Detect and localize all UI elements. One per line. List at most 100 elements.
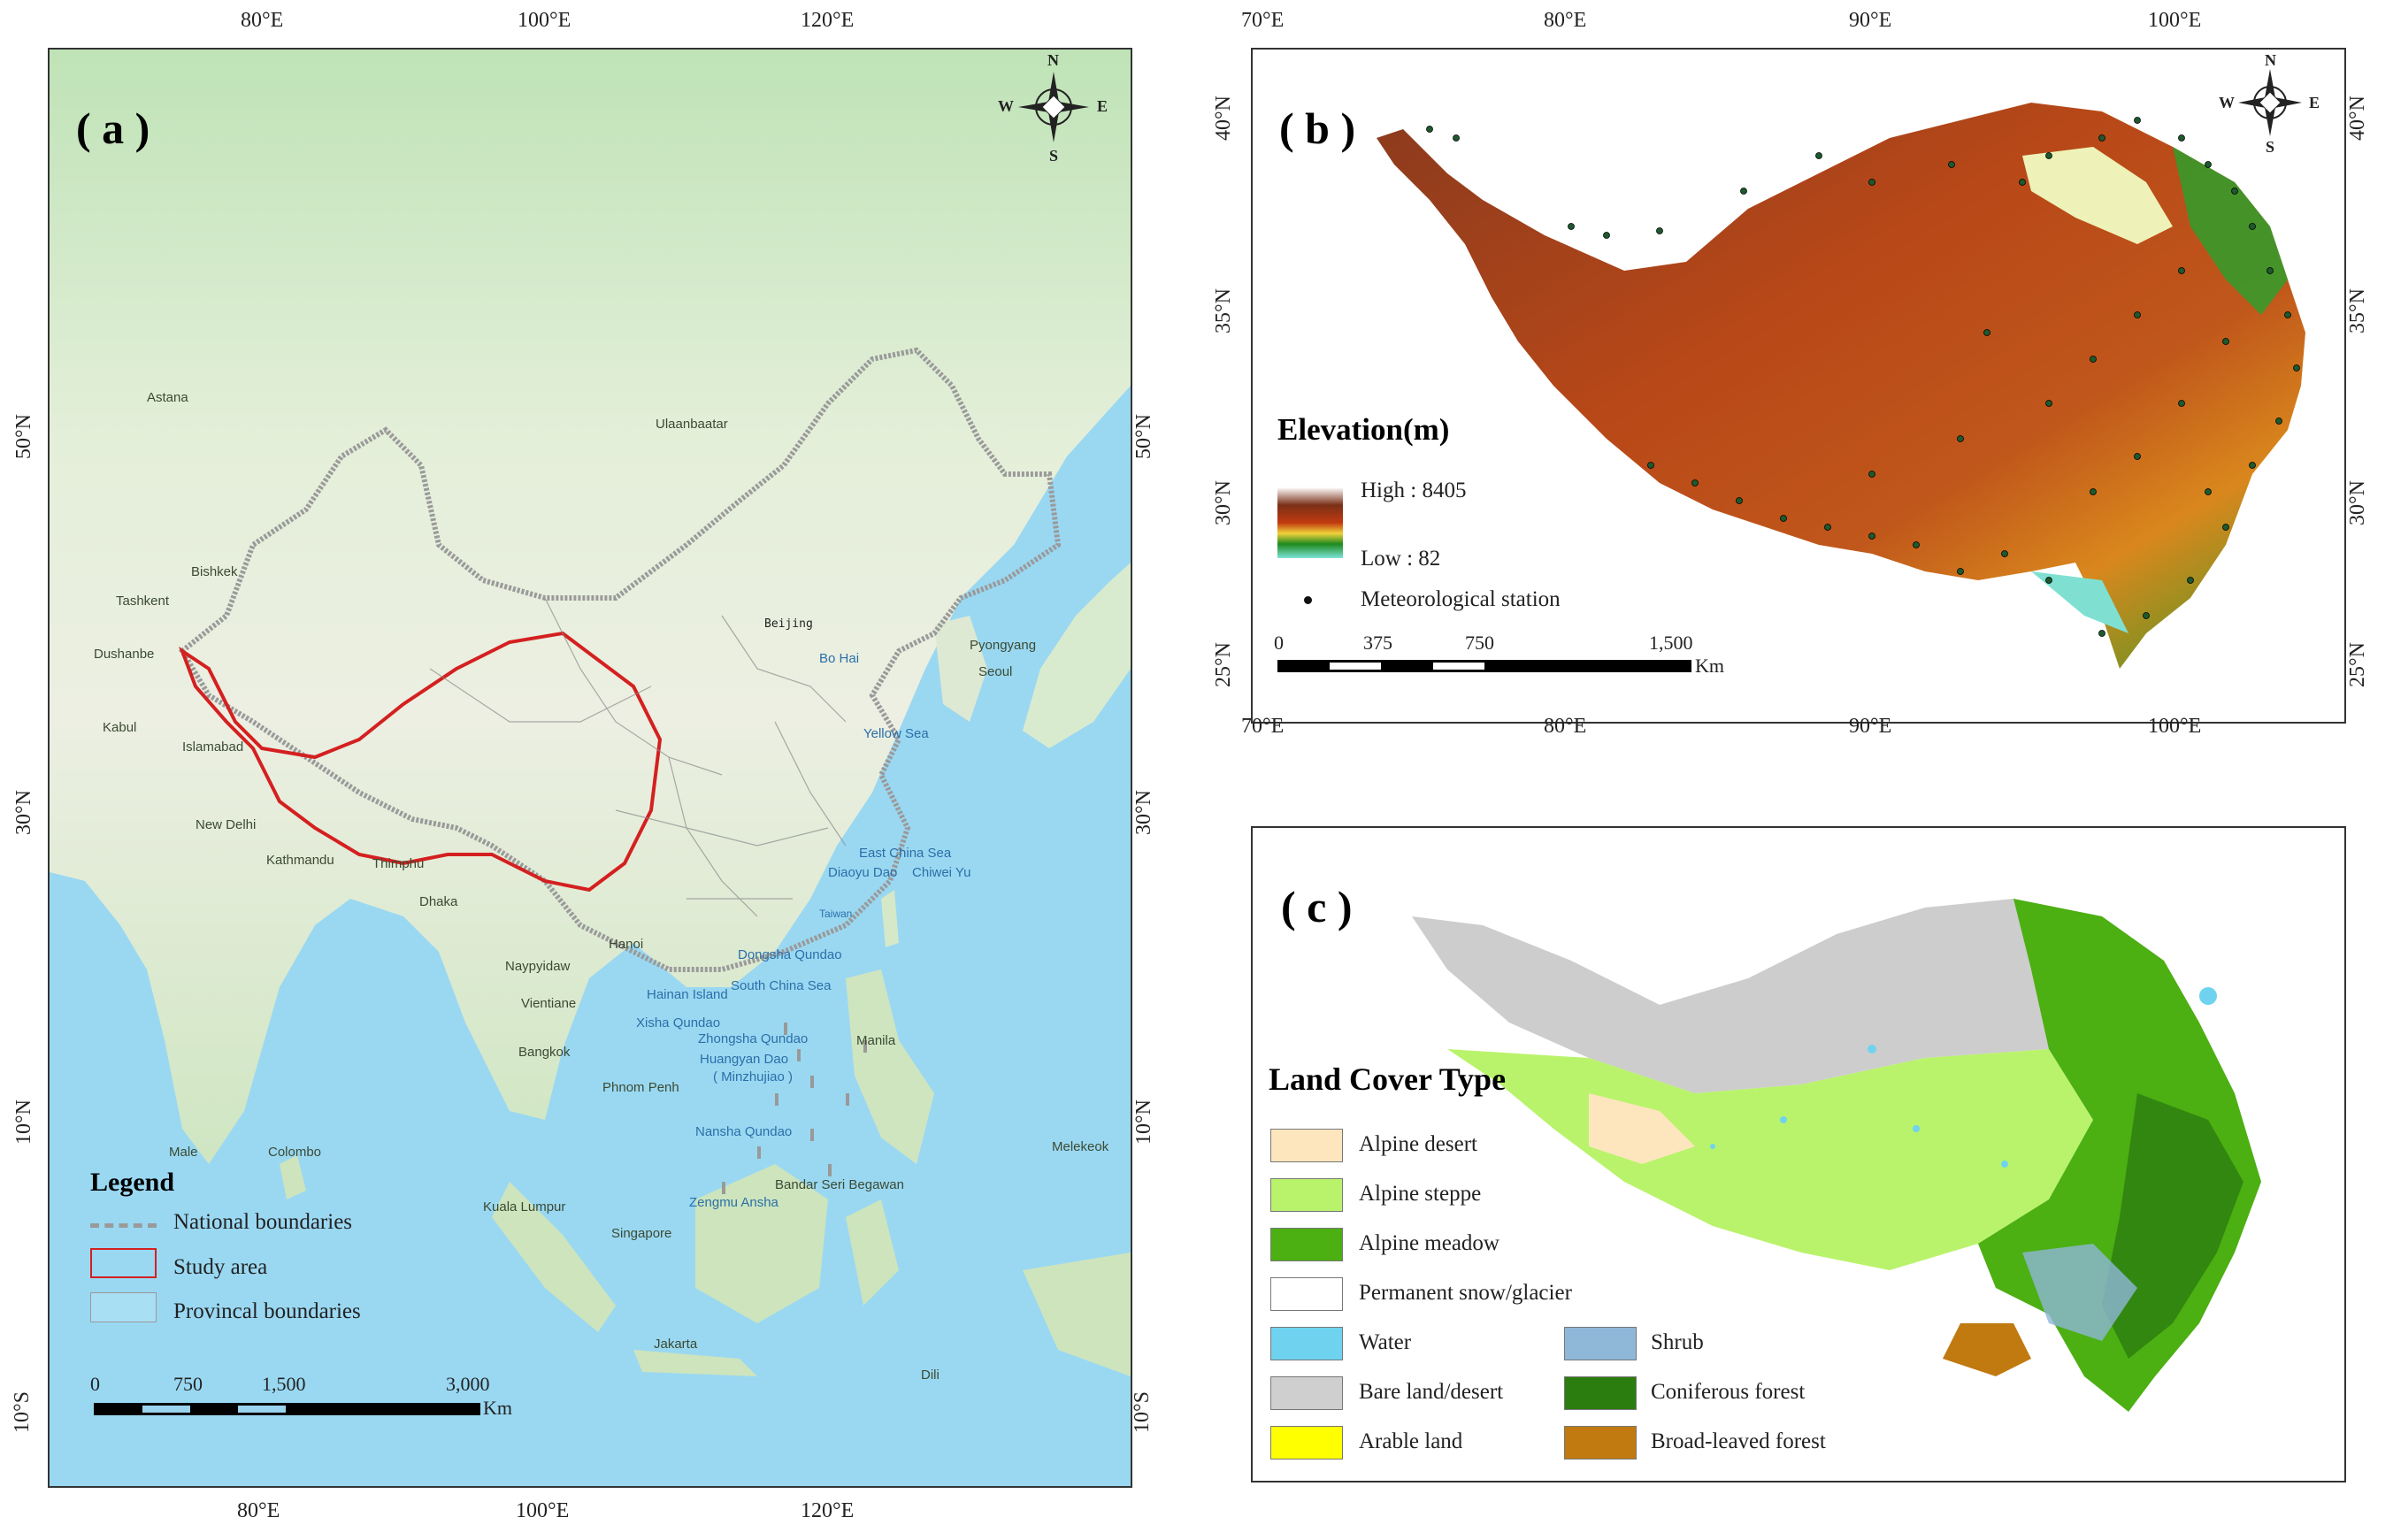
panel-b-top-tick: 70°E [1241,9,1285,32]
newguinea-land [1023,1253,1131,1376]
legend-provincial-label: Provincal boundaries [173,1299,361,1323]
philippines-land [846,969,934,1164]
study-area-boundary [178,631,663,893]
panel-a-top-tick: 100°E [518,9,571,32]
compass-n: N [2265,51,2276,69]
panel-a-top-tick: 80°E [241,9,284,32]
compass-w: W [998,97,1014,115]
panel-a-top-tick: 120°E [801,9,855,32]
compass-e: E [2309,94,2320,111]
scale-unit: Km [483,1397,512,1419]
scale-tick-label: 0 [1274,632,1284,654]
landcover-desert [1589,1093,1695,1164]
scale-tick-label: 375 [1363,632,1392,654]
lc-label: Broad-leaved forest [1651,1429,1826,1453]
city-label: Singapore [611,1226,672,1241]
lc-swatch-conifer [1564,1376,1637,1410]
sea-label: Bo Hai [819,651,860,666]
srilanka-land [280,1155,306,1199]
city-label: Kathmandu [266,853,334,868]
landcover-water [1710,987,2217,1168]
scale-unit: Km [1695,655,1724,677]
lc-label: Alpine steppe [1359,1182,1482,1206]
panel-a-map: ( a ) N S W E Astana Ulaanbaatar Bishkek… [48,48,1132,1488]
panel-b-terrain [1377,103,2305,669]
panel-b-top-tick: 90°E [1849,9,1892,32]
landcover-shrub [2022,1244,2137,1341]
city-label: Naypyidaw [505,959,571,974]
panel-b-bottom-tick: 70°E [1241,715,1285,738]
city-label: Melekeok [1052,1139,1109,1154]
panel-b-right-tick: 40°N [2345,96,2369,141]
city-label: Tashkent [116,594,170,609]
scale-tick-label: 750 [173,1373,203,1395]
lc-swatch-alpine-meadow [1270,1228,1343,1261]
city-label: New Delhi [196,817,257,832]
sea-label: ( Minzhujiao ) [713,1069,794,1084]
panel-c-landcover [1412,899,2261,1412]
city-label: Dushanbe [94,647,155,662]
lc-swatch-snow [1270,1277,1343,1311]
elevation-ramp [1277,487,1343,558]
lc-label: Permanent snow/glacier [1359,1281,1572,1305]
compass-s: S [2266,138,2275,156]
lc-swatch-alpine-steppe [1270,1178,1343,1212]
city-label: Kabul [103,720,137,735]
city-label: Thimphu [372,856,425,871]
lc-label: Alpine desert [1359,1132,1477,1156]
panel-a-bottom-tick: 80°E [237,1499,280,1522]
lc-label: Coniferous forest [1651,1380,1806,1404]
panel-b-left-tick: 40°N [1211,96,1235,141]
panel-a-right-tick: 30°N [1131,790,1155,835]
lc-swatch-bare [1270,1376,1343,1410]
city-label: Hanoi [609,937,644,952]
sea-label: Chiwei Yu [912,865,971,880]
panel-a-basemap [50,50,1131,1486]
city-label: Male [169,1145,198,1160]
station-legend-label: Meteorological station [1361,587,1561,611]
compass-s: S [1049,147,1059,165]
city-label: Bishkek [191,564,238,579]
panel-c-legend-title: Land Cover Type [1269,1061,1507,1097]
lc-swatch-water [1270,1327,1343,1360]
south-lowland [2031,571,2128,633]
panel-b-left-tick: 25°N [1211,642,1235,687]
java-land [633,1350,757,1376]
panel-a-bottom-tick: 120°E [801,1499,855,1522]
lc-swatch-shrub [1564,1327,1637,1360]
city-label: Pyongyang [970,638,1037,653]
compass-w: W [2219,94,2235,111]
city-label: Dhaka [419,894,458,909]
sea-label: Zhongsha Qundao [698,1031,809,1046]
panel-b-bottom-tick: 80°E [1544,715,1587,738]
legend-provincial-swatch [90,1292,157,1322]
panel-a-right-tick: 10°N [1131,1099,1155,1145]
panel-b-top-tick: 80°E [1544,9,1587,32]
green-lowland [2173,147,2288,315]
japan-land [1023,563,1131,748]
panel-c-landcover-map: ( c ) Land Cover Type Alpine desert Alpi… [1251,826,2346,1483]
city-label: Colombo [268,1145,322,1160]
china-national-boundary [179,347,1062,972]
legend-national-label: National boundaries [173,1210,353,1234]
panel-c-label: ( c ) [1281,882,1353,931]
north-arrow-a: N S W E [998,51,1108,165]
scale-tick-label: 1,500 [1649,632,1693,654]
lc-swatch-broadleaf [1564,1426,1637,1460]
lc-label: Arable land [1359,1429,1463,1453]
legend-national-swatch [90,1223,157,1228]
sea-label: Taiwan [819,908,853,920]
panel-b-left-tick: 30°N [1211,480,1235,525]
panel-a-left-tick: 10°S [10,1391,34,1433]
sea-label: Nansha Qundao [695,1124,793,1139]
qaidam-basin [2022,147,2173,244]
city-label: Kuala Lumpur [483,1199,566,1214]
landcover-conifer [2102,1093,2243,1359]
plateau-elevation [1377,103,2305,669]
panel-b-right-tick: 35°N [2345,288,2369,333]
compass-rose-icon [1018,72,1089,142]
city-label: Bangkok [518,1045,571,1060]
panel-b-legend-title: Elevation(m) [1277,412,1450,447]
panel-a-legend-title: Legend [90,1168,175,1197]
panel-a-right-tick: 10°S [1130,1391,1154,1433]
